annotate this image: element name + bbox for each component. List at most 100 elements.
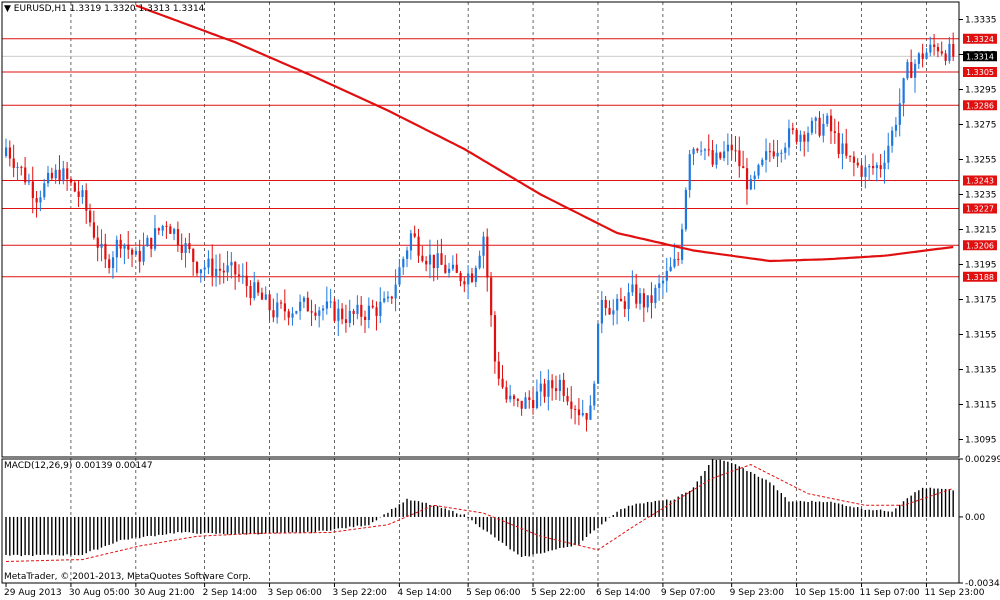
candle-body (929, 44, 932, 53)
candle-body (20, 166, 23, 168)
candle-body (558, 379, 561, 392)
candle-body (574, 408, 577, 410)
candle-body (142, 246, 145, 262)
candle-body (199, 269, 202, 274)
candle-body (761, 159, 764, 166)
candle-body (169, 226, 172, 234)
level-label-bg (963, 271, 997, 282)
candle-body (352, 310, 355, 314)
candle-body (833, 131, 836, 133)
candle-body (463, 281, 466, 285)
candle-body (470, 273, 474, 282)
candle-body (486, 236, 489, 278)
candle-body (894, 124, 898, 131)
candle-body (593, 383, 596, 406)
y-tick-label: 1.3335 (965, 16, 997, 26)
candle-body (192, 249, 195, 262)
candle-body (153, 228, 157, 249)
candle-body (906, 62, 909, 79)
level-label-bg (963, 67, 997, 77)
candle-body (600, 299, 604, 324)
candle-body (165, 225, 168, 227)
y-tick-label: 1.3215 (965, 226, 997, 236)
level-label-bg (963, 33, 997, 44)
candle-body (642, 293, 646, 308)
candle-body (417, 236, 420, 256)
candle-body (390, 296, 393, 299)
candle-body (898, 103, 901, 125)
y-tick-label: 1.3175 (965, 296, 997, 306)
candle-body (925, 52, 928, 59)
chart-header: ▼ EURUSD,H1 1.3319 1.3320 1.3313 1.3314 (4, 4, 204, 14)
candle-body (264, 294, 267, 300)
candle-body (814, 117, 817, 121)
candle-body (333, 301, 336, 321)
x-tick-label: 9 Sep 07:00 (661, 588, 716, 598)
candle-body (295, 311, 298, 314)
candle-body (673, 258, 676, 267)
candle-body (69, 178, 73, 183)
candle-body (318, 310, 321, 316)
candle-body (66, 168, 69, 179)
dropdown-arrow-icon[interactable]: ▼ (4, 4, 11, 14)
candle-body (451, 264, 455, 269)
candle-body (302, 297, 306, 302)
y-tick-label: 1.3295 (965, 86, 997, 96)
candle-body (723, 151, 726, 159)
x-tick-label: 30 Aug 21:00 (134, 588, 195, 598)
candle-body (852, 156, 856, 163)
ma-line (135, 4, 954, 263)
candle-body (650, 295, 653, 303)
candle-body (364, 316, 367, 320)
macd-y-tick-label: -0.00341 (965, 579, 1000, 589)
macd-signal-value: 0.00147 (115, 461, 153, 471)
candle-body (92, 222, 96, 238)
candle-body (883, 162, 886, 170)
candle-body (367, 305, 371, 320)
candle-body (329, 301, 332, 303)
candle-body (493, 315, 497, 362)
level-label-bg (963, 100, 997, 111)
candle-body (245, 275, 248, 286)
candle-body (692, 148, 695, 155)
candle-body (554, 388, 558, 392)
candle-body (707, 149, 710, 151)
candle-body (520, 400, 523, 409)
candle-body (58, 169, 61, 181)
candle-body (577, 409, 581, 416)
candle-body (253, 282, 256, 299)
macd-header: MACD(12,26,9) 0.00139 0.00147 (4, 461, 153, 471)
x-tick-label: 3 Sep 22:00 (332, 588, 387, 598)
macd-name: MACD(12,26,9) (4, 461, 73, 471)
candle-body (421, 255, 424, 261)
candle-body (444, 264, 447, 273)
candle-body (864, 167, 867, 177)
candle-body (180, 245, 183, 253)
candle-body (730, 144, 733, 151)
candle-body (383, 298, 386, 302)
candle-body (719, 152, 722, 159)
candle-body (639, 293, 642, 304)
candle-body (35, 198, 38, 203)
candle-body (413, 233, 416, 237)
candle-body (436, 253, 439, 268)
candle-body (936, 47, 940, 52)
candle-body (849, 155, 852, 157)
macd-histogram (5, 458, 954, 557)
candle-body (279, 302, 283, 304)
candle-body (195, 261, 199, 274)
candle-body (89, 210, 92, 223)
y-tick-label: 1.3195 (965, 261, 997, 271)
candle-body (940, 51, 943, 54)
candle-body (234, 262, 237, 275)
candle-body (715, 152, 718, 165)
x-tick-label: 5 Sep 22:00 (531, 588, 586, 598)
candle-body (203, 267, 206, 270)
y-tick-label: 1.3155 (965, 331, 997, 341)
candle-body (379, 301, 382, 316)
candle-body (742, 166, 745, 169)
candle-body (631, 284, 634, 293)
level-label: 1.3286 (966, 101, 994, 110)
candle-body (337, 308, 340, 321)
x-tick-label: 5 Sep 06:00 (466, 588, 521, 598)
